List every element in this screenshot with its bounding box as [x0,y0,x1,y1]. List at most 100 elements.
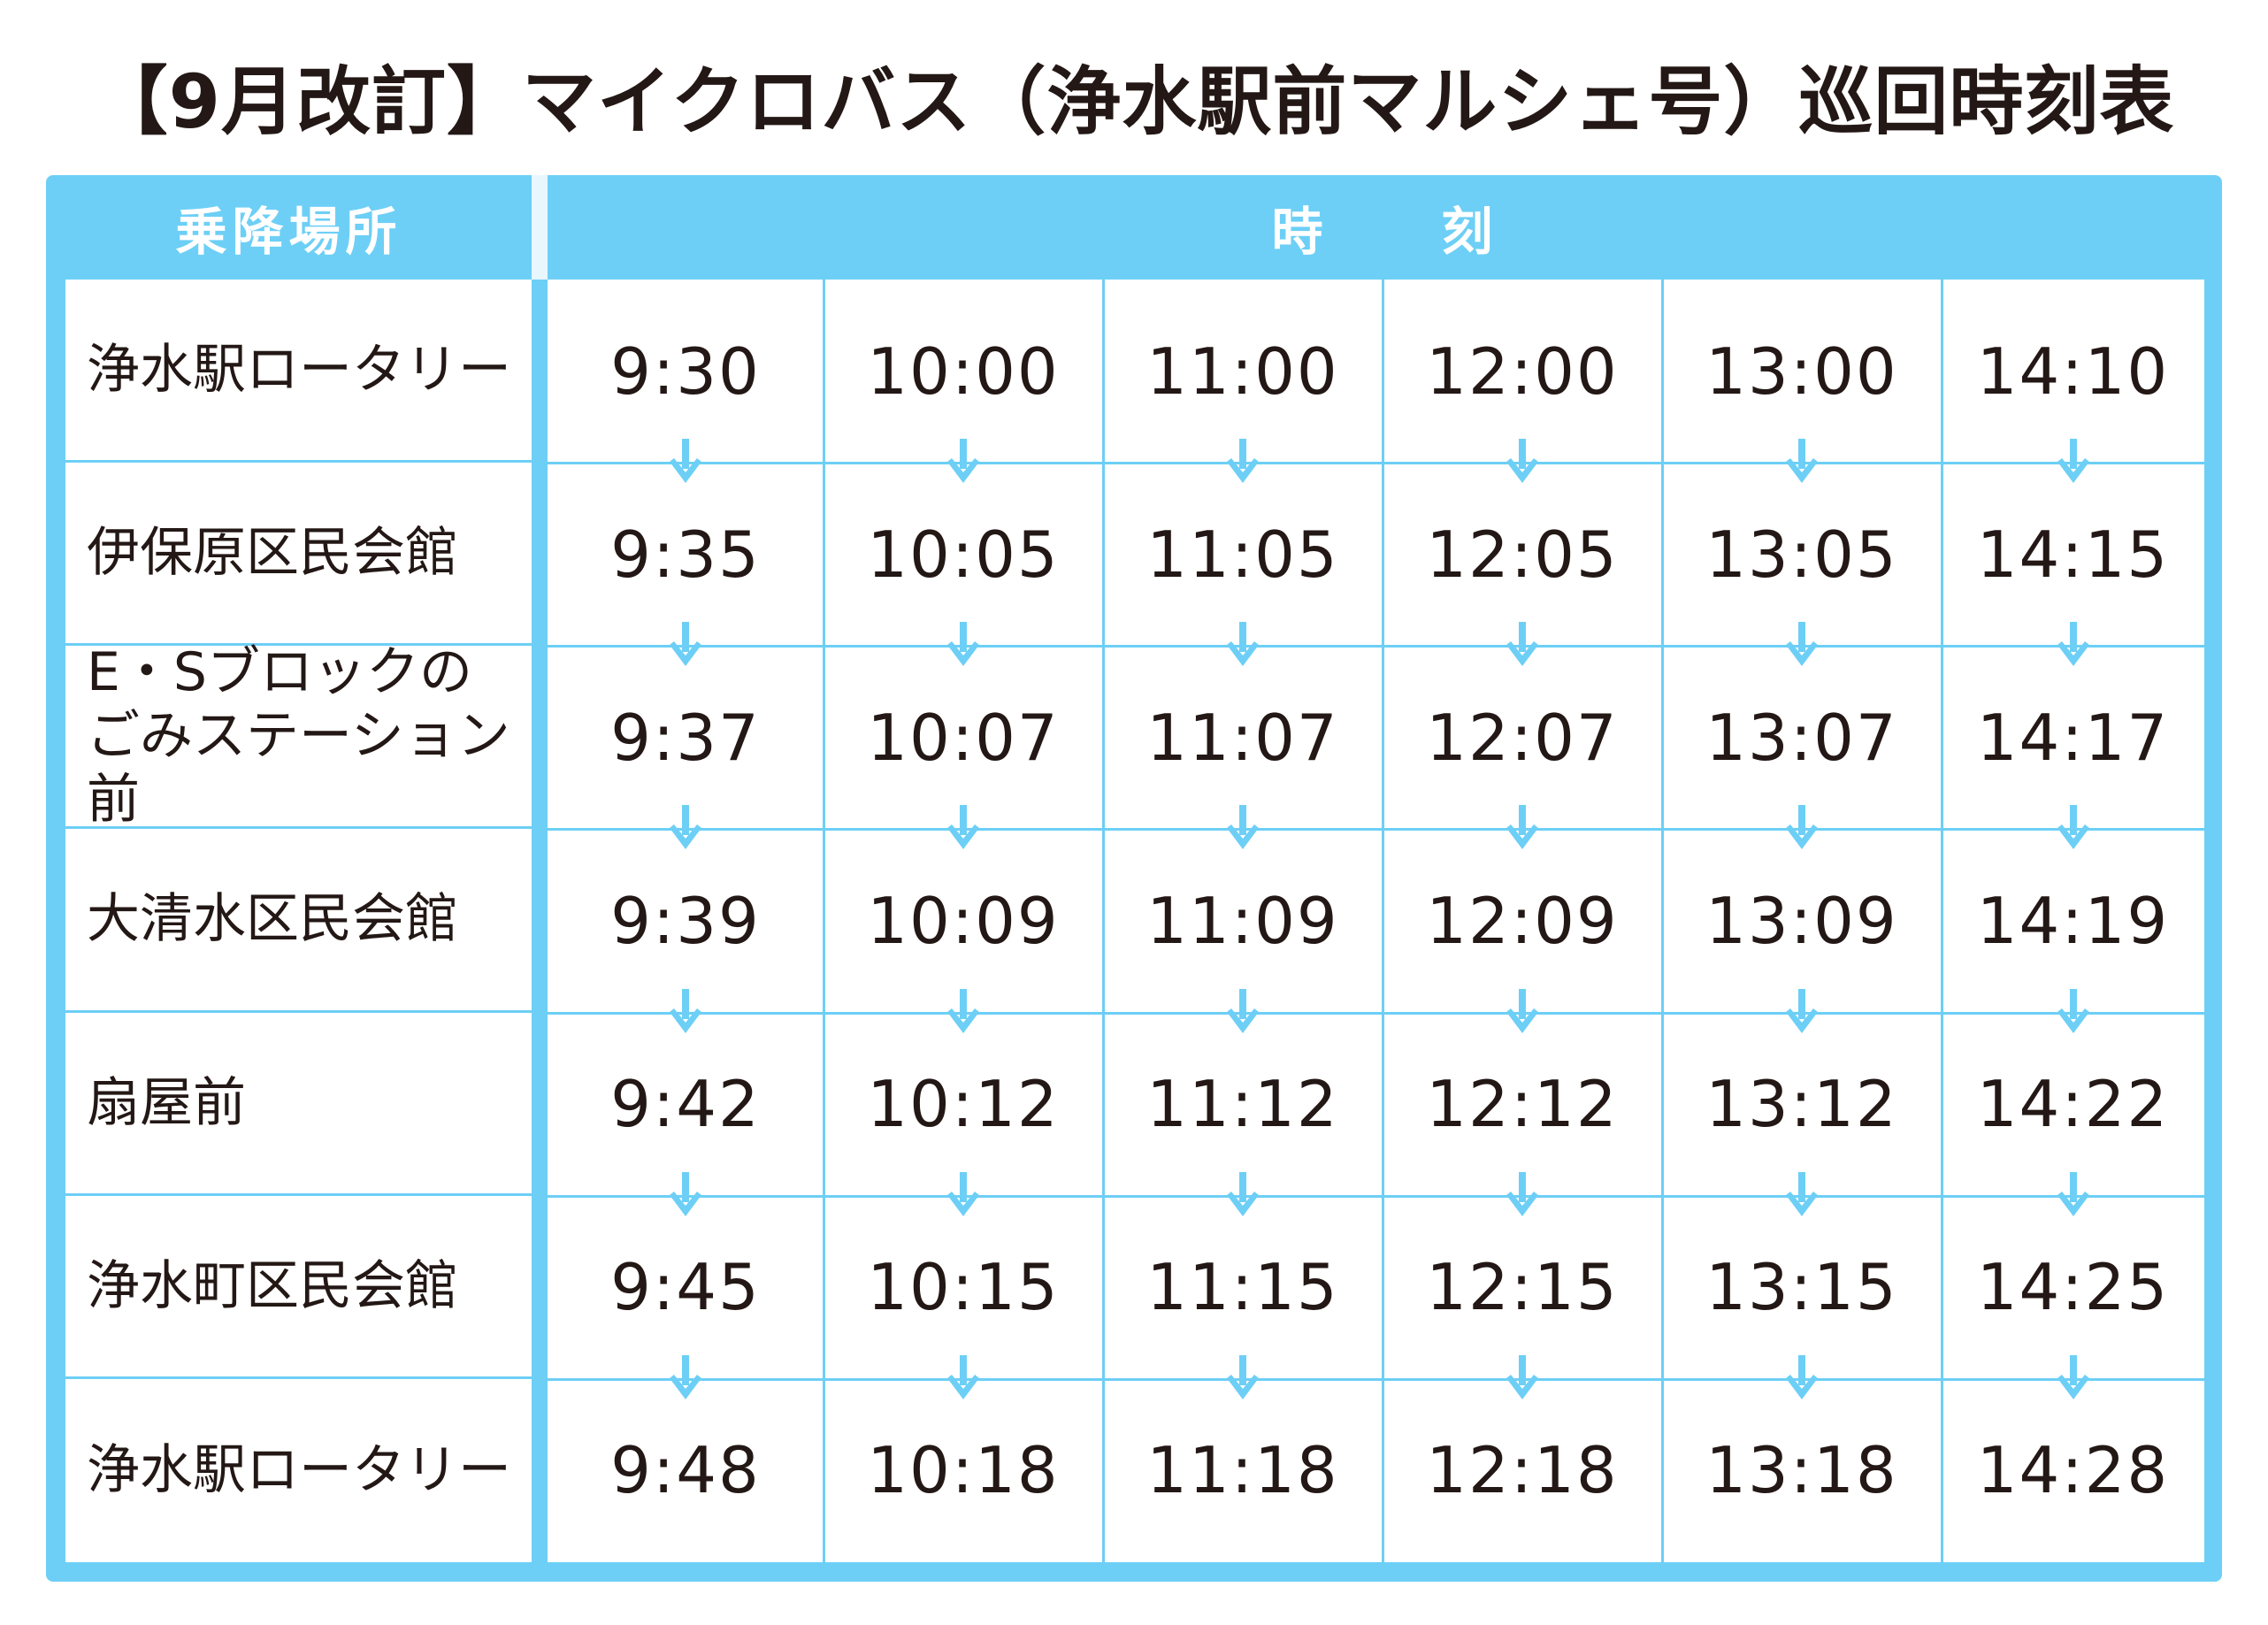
departure-time: 13:15 [1705,1250,1898,1325]
stop-name-line: 大清水区民会館 [87,888,458,951]
departure-time: 12:05 [1426,517,1619,592]
down-arrow-icon [670,805,701,850]
departure-time: 13:07 [1705,700,1898,775]
stop-name-line: 扇屋前 [87,1071,246,1134]
departure-time: 9:42 [610,1067,761,1142]
down-arrow-icon [1786,622,1818,667]
down-arrow-icon [1506,805,1538,850]
down-arrow-icon [947,988,979,1033]
stop-name-line: E・Sブロックの [87,641,472,704]
down-arrow-icon [670,622,701,667]
row-divider [548,1011,2204,1015]
column-divider [1941,280,1943,1562]
departure-time: 12:18 [1426,1433,1619,1508]
row-divider [548,828,2204,832]
departure-time: 10:07 [867,700,1060,775]
row-divider [548,462,2204,465]
departure-time: 9:35 [610,517,761,592]
down-arrow-icon [947,622,979,667]
down-arrow-icon [1506,988,1538,1033]
stop-name-line: 伊保原区民会館 [87,522,458,585]
stop-name: 伊保原区民会館 [87,521,458,585]
page-title: 【9月改訂】マイクロバス（浄水駅前マルシェ号）巡回時刻表 [93,58,2175,145]
stop-name-cell: 浄水駅ロータリー [65,1379,532,1562]
down-arrow-icon [670,439,701,484]
down-arrow-icon [1227,988,1259,1033]
down-arrow-icon [947,805,979,850]
down-arrow-icon [2057,805,2089,850]
down-arrow-icon [1227,439,1259,484]
down-arrow-icon [1786,805,1818,850]
departure-time: 14:17 [1976,700,2170,775]
row-divider [548,1194,2204,1198]
departure-time: 12:09 [1426,883,1619,958]
departure-time: 10:15 [867,1250,1060,1325]
down-arrow-icon [1227,1354,1259,1399]
departure-time: 12:07 [1426,700,1619,775]
stop-name: 大清水区民会館 [87,887,458,951]
down-arrow-icon [947,1354,979,1399]
departure-time: 13:09 [1705,883,1898,958]
departure-time: 9:39 [610,883,761,958]
stop-name-line: 浄水駅ロータリー [87,1439,511,1502]
departure-time: 14:25 [1976,1250,2170,1325]
stop-name-line: 浄水町区民会館 [87,1254,458,1317]
down-arrow-icon [2057,439,2089,484]
departure-time: 12:00 [1426,333,1619,409]
column-divider [823,280,825,1562]
departure-time: 13:05 [1705,517,1898,592]
down-arrow-icon [2057,988,2089,1033]
column-separator [532,280,548,1562]
down-arrow-icon [1506,1171,1538,1216]
down-arrow-icon [670,1354,701,1399]
down-arrow-icon [2057,1354,2089,1399]
down-arrow-icon [1786,988,1818,1033]
stop-name: E・Sブロックの ごみステーション前 [87,640,532,832]
departure-time: 12:15 [1426,1250,1619,1325]
column-divider [1102,280,1105,1562]
timetable-body [65,280,2204,1562]
down-arrow-icon [1227,622,1259,667]
stop-name: 扇屋前 [87,1071,246,1135]
row-divider [548,645,2204,648]
down-arrow-icon [670,1171,701,1216]
stop-name-line: 浄水駅ロータリー [87,339,511,402]
down-arrow-icon [1506,439,1538,484]
down-arrow-icon [1786,1171,1818,1216]
header-divider [532,175,548,280]
column-divider [1382,280,1384,1562]
departure-time: 9:45 [610,1250,761,1325]
down-arrow-icon [670,988,701,1033]
departure-time: 14:22 [1976,1067,2170,1142]
departure-time: 14:19 [1976,883,2170,958]
down-arrow-icon [2057,1171,2089,1216]
down-arrow-icon [947,439,979,484]
down-arrow-icon [1227,1171,1259,1216]
column-divider [1661,280,1664,1562]
departure-time: 11:05 [1146,517,1339,592]
stop-name-line: ごみステーション前 [87,705,510,832]
down-arrow-icon [1227,805,1259,850]
departure-time: 10:05 [867,517,1060,592]
header-times-label: 時 刻 [1271,202,1498,262]
departure-time: 13:18 [1705,1433,1898,1508]
departure-time: 12:12 [1426,1067,1619,1142]
departure-time: 11:18 [1146,1433,1339,1508]
departure-time: 10:09 [867,883,1060,958]
departure-time: 10:12 [867,1067,1060,1142]
departure-time: 14:28 [1976,1433,2170,1508]
departure-time: 9:37 [610,700,761,775]
down-arrow-icon [947,1171,979,1216]
stop-name-cell: 扇屋前 [65,1013,532,1196]
stop-name-cell: 大清水区民会館 [65,829,532,1013]
departure-time: 13:12 [1705,1067,1898,1142]
down-arrow-icon [1506,622,1538,667]
departure-time: 11:12 [1146,1067,1339,1142]
down-arrow-icon [1786,439,1818,484]
stop-name-cell: 浄水町区民会館 [65,1196,532,1379]
stop-name-cell: E・Sブロックの ごみステーション前 [65,641,532,831]
header-stops-label: 乗降場所 [175,202,402,262]
departure-time: 13:00 [1705,333,1898,409]
departure-time: 9:30 [610,333,761,409]
stop-name-cell: 浄水駅ロータリー [65,280,532,464]
